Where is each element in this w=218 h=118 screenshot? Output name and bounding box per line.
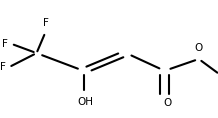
Text: OH: OH (78, 97, 94, 107)
Text: F: F (0, 62, 6, 72)
Text: F: F (2, 39, 8, 49)
Text: O: O (163, 98, 171, 108)
Text: F: F (43, 18, 49, 28)
Text: O: O (194, 42, 203, 53)
